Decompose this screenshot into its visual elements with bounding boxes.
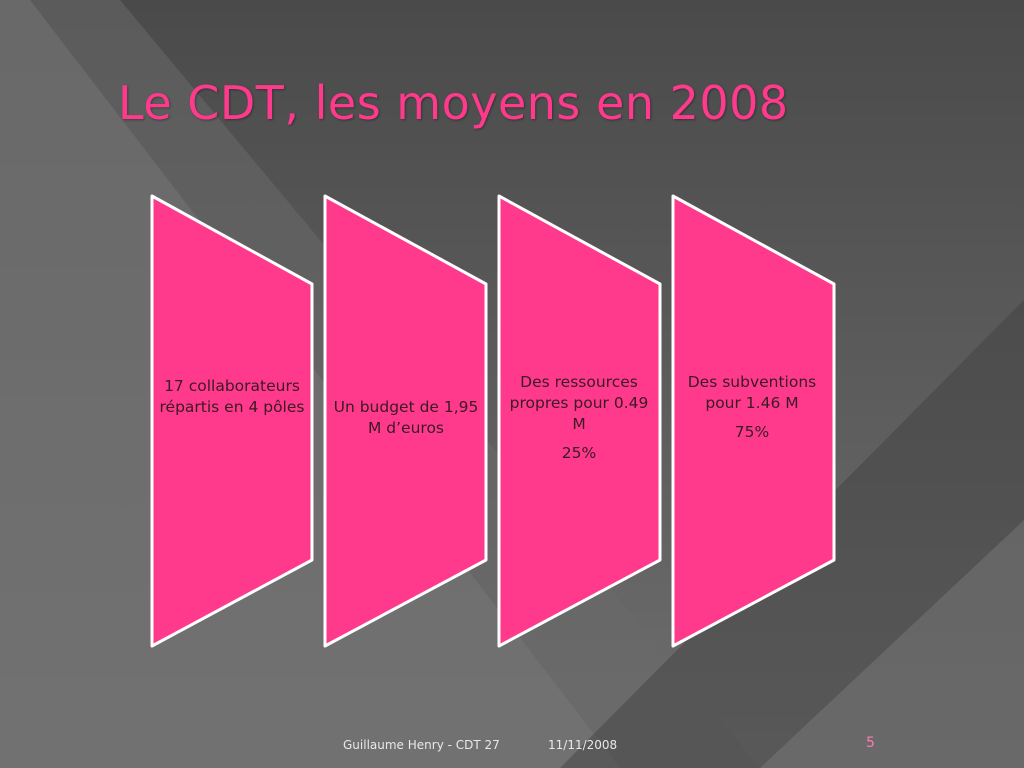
footer-author: Guillaume Henry - CDT 27 [343, 738, 500, 752]
shape-4-percent: 75% [734, 423, 770, 441]
shape-4-label: Des subventions pour 1.46 M [687, 373, 817, 412]
shape-2 [323, 194, 488, 648]
shape-2-label: Un budget de 1,95 M d’euros [333, 398, 479, 437]
slide-title: Le CDT, les moyens en 2008 [118, 76, 789, 130]
shape-3-percent: 25% [561, 444, 597, 462]
shape-3 [497, 194, 662, 648]
shape-4 [671, 194, 836, 648]
shape-1-label: 17 collaborateurs répartis en 4 pôles [159, 377, 305, 416]
footer-date: 11/11/2008 [548, 738, 618, 752]
shape-3-label: Des ressources propres pour 0.49 M [509, 373, 649, 433]
shape-2-text: Un budget de 1,95 M d’euros [331, 397, 481, 439]
shape-1 [150, 194, 314, 648]
shape-3-text: Des ressources propres pour 0.49 M 25% [504, 372, 654, 464]
shape-4-text: Des subventions pour 1.46 M 75% [677, 372, 827, 443]
shape-1-text: 17 collaborateurs répartis en 4 pôles [157, 376, 307, 418]
page-number: 5 [866, 735, 875, 751]
